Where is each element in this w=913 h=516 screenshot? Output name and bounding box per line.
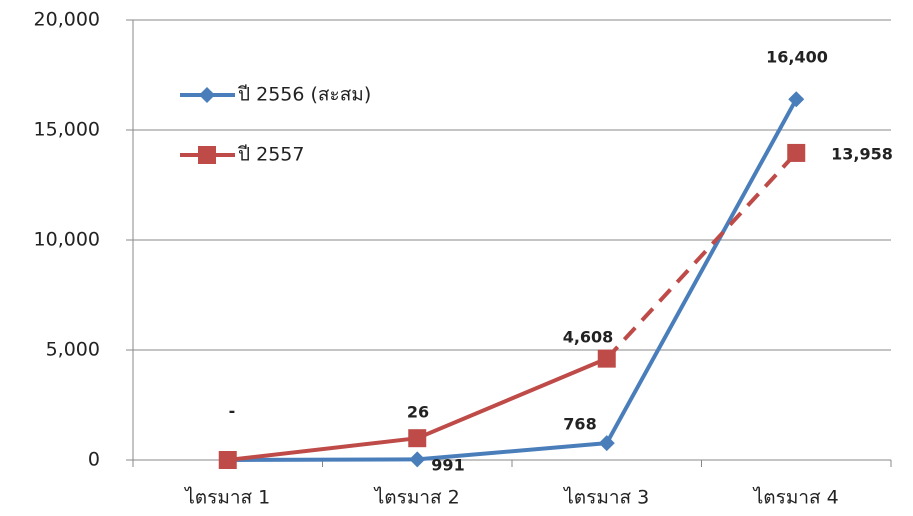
x-tick-label: ไตรมาส 3 [562, 487, 649, 509]
y-tick-label: 15,000 [34, 119, 100, 141]
line-segment [227, 436, 418, 462]
x-tick-label: ไตรมาส 1 [183, 487, 270, 509]
data-label: 13,958 [831, 145, 893, 164]
marker [199, 87, 215, 103]
y-tick-label: 0 [88, 449, 100, 471]
data-label: - [229, 402, 236, 421]
line-segment [227, 457, 418, 462]
line-segment [604, 98, 799, 445]
marker [788, 91, 805, 108]
data-label: 991 [431, 456, 464, 475]
legend-label: ปี 2556 (สะสม) [237, 84, 371, 106]
y-tick-label: 10,000 [34, 229, 100, 251]
y-tick-label: 20,000 [34, 9, 100, 31]
line-segment [416, 356, 608, 441]
marker [597, 349, 616, 368]
line-segment [605, 151, 798, 360]
data-label: 768 [563, 415, 596, 434]
marker [787, 143, 806, 162]
legend-label: ปี 2557 [237, 144, 304, 166]
marker [598, 435, 615, 452]
marker [408, 429, 427, 448]
y-tick-label: 5,000 [46, 339, 100, 361]
x-tick-label: ไตรมาส 4 [752, 487, 839, 509]
data-label: 26 [407, 403, 429, 422]
data-label: 16,400 [766, 48, 828, 67]
marker [198, 146, 216, 164]
marker [409, 451, 426, 468]
marker [218, 451, 237, 469]
x-tick-label: ไตรมาส 2 [373, 487, 460, 509]
line-segment [417, 441, 607, 462]
data-label: 4,608 [563, 328, 614, 347]
